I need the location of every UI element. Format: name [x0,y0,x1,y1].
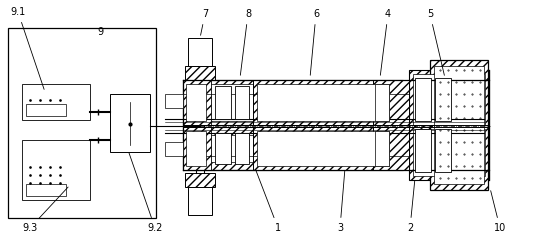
Bar [235,86,249,119]
Text: 9.2: 9.2 [129,153,163,233]
Bar [191,135,395,162]
Bar [415,129,431,172]
Bar [215,86,231,119]
Bar [215,133,231,164]
Bar [183,127,211,170]
Text: 9.1: 9.1 [10,7,44,89]
Bar [435,78,451,121]
Text: 10: 10 [490,191,506,233]
Bar [257,84,389,121]
Bar [26,104,66,116]
Bar [413,74,485,125]
Bar [22,140,90,200]
Bar [185,173,215,187]
Bar [409,70,489,180]
Bar [415,78,431,121]
Bar [430,60,488,190]
Bar [185,66,215,80]
Bar [188,187,212,215]
Bar [413,129,485,176]
Bar [373,80,409,125]
Bar [375,131,389,166]
Bar [373,127,409,170]
Bar [26,184,66,196]
Text: 1: 1 [256,171,281,233]
Bar [434,66,484,184]
Bar [257,131,389,166]
Text: 4: 4 [381,9,391,75]
Text: 8: 8 [240,9,251,75]
Bar [183,80,403,125]
Bar [435,129,451,172]
Bar [8,28,156,218]
Bar [110,94,150,152]
Bar [183,80,211,125]
Bar [253,127,393,170]
Bar [165,94,183,108]
Bar [22,84,90,120]
Text: 9: 9 [97,27,103,37]
Text: 7: 7 [201,9,208,35]
Text: 2: 2 [407,181,414,233]
Bar [375,84,389,121]
Text: 6: 6 [310,9,319,75]
Text: 5: 5 [427,9,444,75]
Bar [186,131,206,166]
Bar [235,133,249,164]
Text: 3: 3 [337,171,345,233]
Bar [191,84,395,121]
Bar [188,38,212,66]
Bar [165,142,183,156]
Text: 9.3: 9.3 [23,187,68,233]
Bar [186,84,206,121]
Bar [183,127,403,170]
Bar [253,80,393,125]
